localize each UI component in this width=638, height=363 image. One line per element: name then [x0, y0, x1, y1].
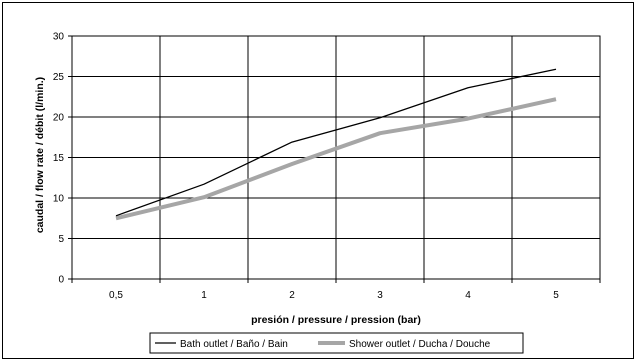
y-tick-label: 5	[58, 234, 64, 245]
series-line-shower	[115, 97, 557, 221]
y-tick-label: 20	[53, 113, 65, 124]
x-tick-label: 1	[201, 290, 207, 301]
x-axis-title: presión / pressure / pression (bar)	[251, 314, 421, 326]
y-tick-label: 25	[53, 72, 65, 83]
y-tick-label: 10	[53, 194, 65, 205]
gridlines	[72, 36, 600, 279]
y-tick-label: 0	[58, 275, 64, 286]
x-axis-ticks: 0,5 1 2 3 4 5	[71, 279, 601, 301]
x-tick-label: 0,5	[109, 290, 123, 301]
y-axis-title: caudal / flow rate / débit (l/min.)	[34, 77, 46, 233]
x-tick-label: 5	[553, 290, 559, 301]
legend-label-shower: Shower outlet / Ducha / Douche	[349, 339, 491, 350]
y-tick-label: 15	[53, 153, 65, 164]
x-tick-label: 2	[289, 290, 295, 301]
chart-frame	[2, 2, 634, 359]
x-tick-label: 4	[465, 290, 471, 301]
legend-label-bath: Bath outlet / Baño / Bain	[180, 339, 288, 350]
series-line-bath	[115, 68, 557, 217]
series-lines	[115, 68, 557, 221]
y-tick-label: 30	[53, 32, 65, 43]
legend: Bath outlet / Baño / Bain Shower outlet …	[149, 332, 524, 354]
x-tick-label: 3	[377, 290, 383, 301]
y-axis-ticks: 0 5 10 15 20 25 30	[53, 32, 72, 286]
